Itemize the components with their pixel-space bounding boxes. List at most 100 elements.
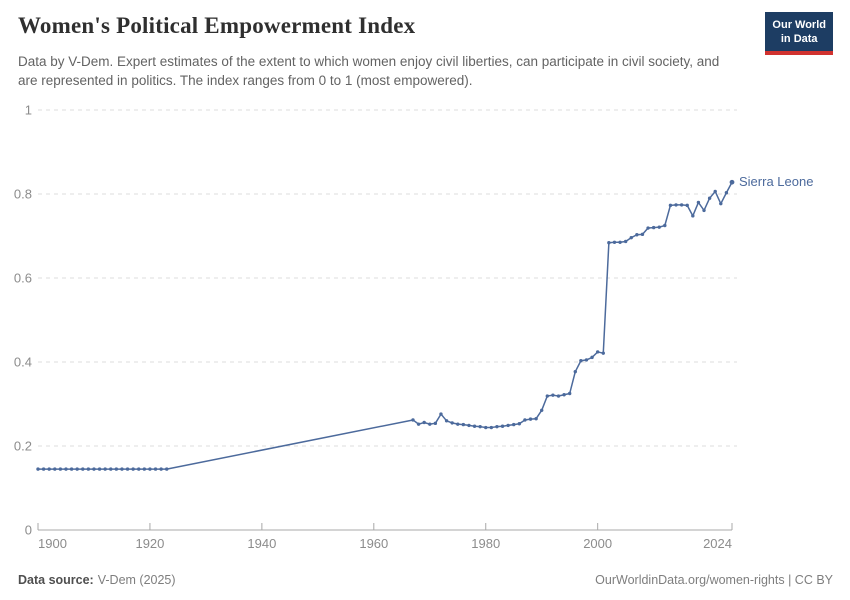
data-point [724, 191, 729, 195]
data-point [36, 467, 40, 471]
data-point [467, 423, 471, 428]
data-point [607, 241, 611, 245]
data-point [86, 467, 91, 471]
data-point [534, 417, 538, 421]
data-point [506, 423, 510, 428]
data-source: Data source: V-Dem (2025) [18, 573, 176, 587]
data-point [713, 189, 717, 194]
data-point [623, 239, 628, 244]
data-point [674, 203, 678, 207]
data-point [685, 203, 689, 208]
data-point [125, 467, 130, 471]
data-point [131, 467, 135, 471]
data-point [551, 393, 555, 397]
y-tick-label: 0.2 [14, 439, 32, 454]
data-point [657, 225, 661, 229]
data-point [567, 391, 572, 396]
owid-logo-line1: Our World [772, 19, 826, 31]
chart-subtitle: Data by V-Dem. Expert estimates of the e… [18, 54, 720, 89]
data-point [562, 393, 566, 397]
data-point [719, 201, 723, 206]
data-point [590, 355, 594, 360]
data-point [584, 358, 589, 362]
x-tick-label: 1900 [38, 536, 67, 551]
data-point [472, 424, 477, 428]
data-point [495, 424, 499, 429]
data-point [439, 412, 443, 416]
x-tick-label: 1940 [247, 536, 276, 551]
x-tick-label: 1920 [135, 536, 164, 551]
data-point [142, 467, 147, 471]
data-point [556, 394, 561, 398]
data-point [696, 200, 701, 205]
data-point [148, 467, 152, 471]
y-tick-label: 0.4 [14, 355, 32, 370]
data-point [528, 417, 533, 421]
data-point [573, 369, 577, 374]
data-point [640, 232, 645, 237]
data-point [489, 425, 494, 430]
data-point [635, 233, 639, 237]
data-point [668, 203, 673, 208]
data-point [75, 467, 79, 471]
data-point [456, 422, 460, 426]
data-point [81, 467, 85, 471]
data-point [618, 240, 622, 244]
y-tick-label: 1 [25, 103, 32, 118]
owid-logo[interactable]: Our World in Data [765, 12, 833, 55]
series-line[interactable] [37, 181, 733, 470]
data-point [159, 467, 163, 471]
data-point [500, 424, 505, 428]
data-point [450, 421, 454, 425]
data-point [646, 226, 650, 230]
data-point [120, 467, 124, 471]
data-point [540, 408, 544, 412]
data-point [411, 418, 415, 422]
data-point [612, 240, 617, 244]
y-tick-label: 0 [25, 523, 32, 538]
data-source-value[interactable]: V-Dem (2025) [97, 573, 176, 587]
chart-footer: Data source: V-Dem (2025) OurWorldinData.… [18, 573, 833, 587]
x-tick-label: 1960 [359, 536, 388, 551]
data-point [114, 467, 119, 471]
data-point [478, 424, 482, 429]
data-point [422, 420, 426, 425]
data-point [137, 467, 141, 471]
x-tick-label: 2000 [583, 536, 612, 551]
data-source-label: Data source: [18, 573, 94, 587]
data-point [707, 196, 712, 200]
data-point [702, 208, 706, 213]
data-point [103, 467, 107, 471]
data-point [92, 467, 96, 471]
data-point [69, 467, 74, 471]
y-tick-label: 0.8 [14, 187, 32, 202]
data-point [663, 223, 667, 228]
y-tick-label: 0.6 [14, 271, 32, 286]
data-point [47, 467, 51, 471]
data-point [444, 419, 449, 423]
data-point [579, 359, 583, 363]
footer-link[interactable]: OurWorldinData.org/women-rights | CC BY [595, 573, 833, 587]
data-point [691, 214, 695, 218]
data-point [41, 467, 46, 471]
data-point [461, 422, 466, 427]
data-point [651, 225, 656, 230]
data-point [601, 351, 605, 355]
data-point [64, 467, 68, 471]
data-point [595, 350, 600, 354]
data-point [523, 418, 527, 422]
line-chart: 0 0.2 0.4 0.6 0.8 1 1900 1920 1940 1960 1980 2000 20… [14, 103, 814, 552]
data-point [679, 203, 684, 207]
data-point [416, 422, 421, 426]
owid-logo-line2: in Data [780, 33, 818, 46]
data-point [53, 467, 57, 471]
data-point [97, 467, 102, 471]
series-end-label[interactable]: Sierra Leone [739, 174, 813, 189]
x-tick-label: 1980 [471, 536, 500, 551]
data-point [153, 467, 158, 471]
data-point [165, 467, 169, 471]
x-tick-label: 2024 [703, 536, 732, 551]
data-point [512, 422, 516, 427]
data-point [545, 394, 550, 398]
